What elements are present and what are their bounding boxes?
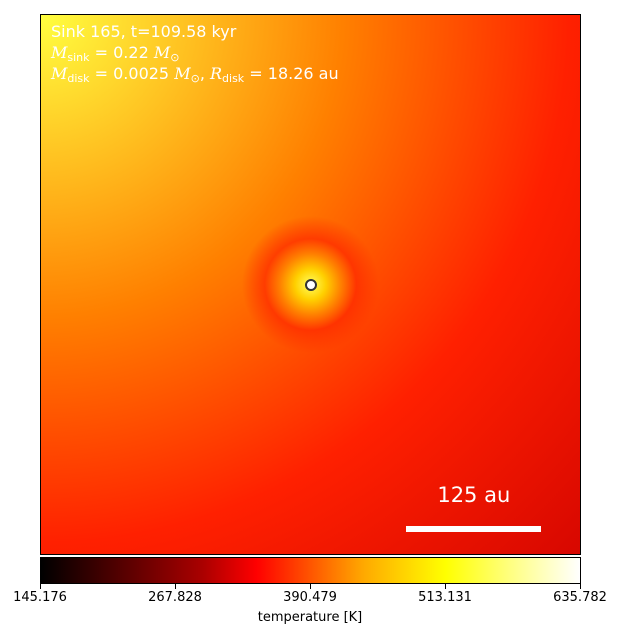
temperature-map: Sink 165, t=109.58 kyr Msink = 0.22 M⊙ M… [40, 14, 581, 555]
colorbar-tick-label: 390.479 [283, 590, 337, 605]
colorbar-tick-label: 635.782 [553, 590, 607, 605]
colorbar-tick-label: 267.828 [148, 590, 202, 605]
scale-bar [406, 525, 542, 532]
colorbar-tick [580, 584, 581, 589]
disk-info-line: Mdisk = 0.0025 M⊙, Rdisk = 18.26 au [51, 64, 339, 85]
sink-info-line: Sink 165, t=109.58 kyr [51, 22, 237, 41]
colorbar-tick-label: 513.131 [418, 590, 472, 605]
sink-mass-value: = 0.22 [94, 43, 149, 62]
colorbar-tick-label: 145.176 [13, 590, 67, 605]
sink-marker [305, 279, 317, 291]
colorbar-tick [310, 584, 311, 589]
sink-mass-line: Msink = 0.22 M⊙ [51, 43, 180, 64]
colorbar-tick [175, 584, 176, 589]
scale-bar-label: 125 au [437, 482, 511, 507]
colorbar-label: temperature [K] [257, 610, 363, 625]
colorbar-tick [40, 584, 41, 589]
colorbar-tick [445, 584, 446, 589]
disk-radius-value: = 18.26 au [249, 64, 339, 83]
disk-mass-value: = 0.0025 [94, 64, 170, 83]
colorbar [40, 557, 581, 584]
